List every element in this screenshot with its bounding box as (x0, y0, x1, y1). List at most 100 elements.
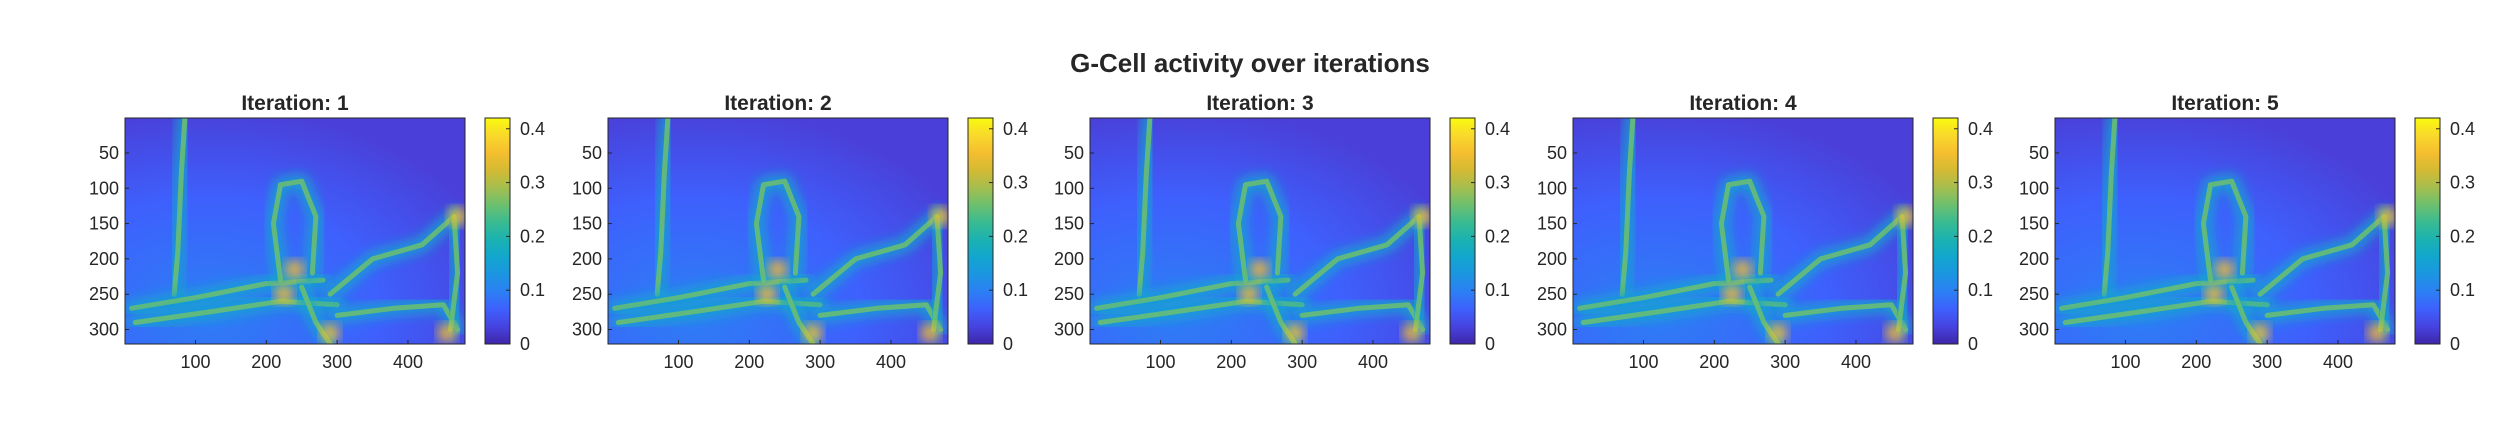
colorbar (1932, 117, 1959, 345)
y-tick-label: 150 (572, 214, 602, 234)
colorbar-tick-label: 0.1 (2450, 280, 2475, 300)
colorbar-tick-label: 0 (1003, 334, 1013, 354)
x-tick-label: 400 (393, 352, 423, 372)
heatmap-image (2055, 118, 2395, 344)
y-tick-label: 250 (1537, 284, 1567, 304)
x-tick-label: 400 (1841, 352, 1871, 372)
panel-title: Iteration: 1 (241, 92, 349, 115)
colorbar-tick-label: 0 (2450, 334, 2460, 354)
x-tick-label: 200 (1699, 352, 1729, 372)
x-tick-label: 300 (322, 352, 352, 372)
figure-title: G-Cell activity over iterations (1070, 48, 1430, 78)
y-tick-label: 150 (1054, 214, 1084, 234)
colorbar-tick-label: 0.1 (1485, 280, 1510, 300)
y-tick-label: 300 (572, 320, 602, 340)
panel-title: Iteration: 3 (1206, 92, 1314, 115)
heatmap-panel-4: Iteration: 4 100 200 300 400 50 100 150 200 250 30… (1448, 90, 1993, 380)
y-tick-label: 200 (2019, 249, 2049, 269)
colorbar (1449, 117, 1476, 345)
heatmap-plot: 100 200 300 400 50 100 150 200 250 300 0 0.1 0.2 0.3 0… (2019, 117, 2475, 372)
x-tick-label: 300 (1287, 352, 1317, 372)
colorbar-tick-label: 0.2 (1003, 226, 1028, 246)
y-tick-label: 150 (89, 214, 119, 234)
colorbar-tick-label: 0.3 (520, 173, 545, 193)
heatmap-panel-3: Iteration: 3 100 200 300 400 50 100 150 200 250 30… (965, 90, 1510, 380)
x-tick-label: 400 (1358, 352, 1388, 372)
heatmap-panel-2: Iteration: 2 100 200 300 400 50 100 150 200 250 30… (483, 90, 1028, 380)
colorbar-tick-label: 0.3 (1003, 173, 1028, 193)
y-tick-label: 300 (1054, 320, 1084, 340)
y-tick-label: 50 (99, 143, 119, 163)
x-tick-label: 400 (2323, 352, 2353, 372)
y-tick-label: 200 (1537, 249, 1567, 269)
y-tick-label: 50 (2029, 143, 2049, 163)
x-tick-label: 100 (663, 352, 693, 372)
colorbar-tick-label: 0.3 (2450, 173, 2475, 193)
colorbar-tick-label: 0.4 (2450, 119, 2475, 139)
heatmap-plot: 100 200 300 400 50 100 150 200 250 300 0 0.1 0.2 0.3 0… (572, 117, 1028, 372)
y-tick-label: 100 (2019, 178, 2049, 198)
x-tick-label: 300 (805, 352, 835, 372)
y-tick-label: 150 (2019, 214, 2049, 234)
colorbar-tick-label: 0.4 (1485, 119, 1510, 139)
colorbar-tick-label: 0.4 (520, 119, 545, 139)
y-tick-label: 300 (2019, 320, 2049, 340)
heatmap-plot: 100 200 300 400 50 100 150 200 250 300 0 0.1 0.2 0.3 0… (1537, 117, 1993, 372)
y-tick-label: 200 (89, 249, 119, 269)
colorbar-tick-label: 0.2 (1485, 226, 1510, 246)
x-tick-label: 100 (1145, 352, 1175, 372)
y-tick-label: 250 (2019, 284, 2049, 304)
x-tick-label: 300 (2252, 352, 2282, 372)
colorbar-tick-label: 0.1 (1003, 280, 1028, 300)
y-tick-label: 100 (572, 178, 602, 198)
heatmap-image (1573, 118, 1913, 344)
y-tick-label: 300 (1537, 320, 1567, 340)
colorbar-tick-label: 0.4 (1968, 119, 1993, 139)
x-tick-label: 100 (2110, 352, 2140, 372)
x-tick-label: 400 (876, 352, 906, 372)
panel-title: Iteration: 5 (2171, 92, 2279, 115)
colorbar-tick-label: 0.2 (2450, 226, 2475, 246)
x-tick-label: 200 (734, 352, 764, 372)
y-tick-label: 250 (1054, 284, 1084, 304)
y-tick-label: 100 (1537, 178, 1567, 198)
x-tick-label: 200 (1216, 352, 1246, 372)
x-tick-label: 100 (1628, 352, 1658, 372)
colorbar-tick-label: 0 (1968, 334, 1978, 354)
heatmap-panel-1: Iteration: 1 100 200 300 400 50 100 150 200 250 30… (0, 90, 545, 380)
colorbar-tick-label: 0.3 (1485, 173, 1510, 193)
heatmap-image (1090, 118, 1430, 344)
heatmap-image (608, 118, 948, 344)
colorbar (967, 117, 994, 345)
x-tick-label: 200 (2181, 352, 2211, 372)
colorbar (2414, 117, 2441, 345)
heatmap-plot: 100 200 300 400 50 100 150 200 250 300 0 0.1 0.2 0.3 0… (89, 117, 545, 372)
heatmap-image (125, 118, 465, 344)
heatmap-panel-5: Iteration: 5 100 200 300 400 50 100 150 200 250 30… (1930, 90, 2475, 380)
x-tick-label: 100 (180, 352, 210, 372)
colorbar-tick-label: 0.3 (1968, 173, 1993, 193)
y-tick-label: 50 (582, 143, 602, 163)
y-tick-label: 50 (1064, 143, 1084, 163)
y-tick-label: 100 (89, 178, 119, 198)
panel-title: Iteration: 2 (724, 92, 832, 115)
colorbar-tick-label: 0.1 (520, 280, 545, 300)
x-tick-label: 200 (251, 352, 281, 372)
colorbar-tick-label: 0.4 (1003, 119, 1028, 139)
y-tick-label: 250 (89, 284, 119, 304)
y-tick-label: 100 (1054, 178, 1084, 198)
y-tick-label: 250 (572, 284, 602, 304)
y-tick-label: 150 (1537, 214, 1567, 234)
heatmap-plot: 100 200 300 400 50 100 150 200 250 300 0 0.1 0.2 0.3 0… (1054, 117, 1510, 372)
y-tick-label: 50 (1547, 143, 1567, 163)
y-tick-label: 200 (1054, 249, 1084, 269)
y-tick-label: 300 (89, 320, 119, 340)
colorbar (484, 117, 511, 345)
y-tick-label: 200 (572, 249, 602, 269)
x-tick-label: 300 (1770, 352, 1800, 372)
colorbar-tick-label: 0.1 (1968, 280, 1993, 300)
colorbar-tick-label: 0.2 (520, 226, 545, 246)
colorbar-tick-label: 0.2 (1968, 226, 1993, 246)
colorbar-tick-label: 0 (520, 334, 530, 354)
colorbar-tick-label: 0 (1485, 334, 1495, 354)
